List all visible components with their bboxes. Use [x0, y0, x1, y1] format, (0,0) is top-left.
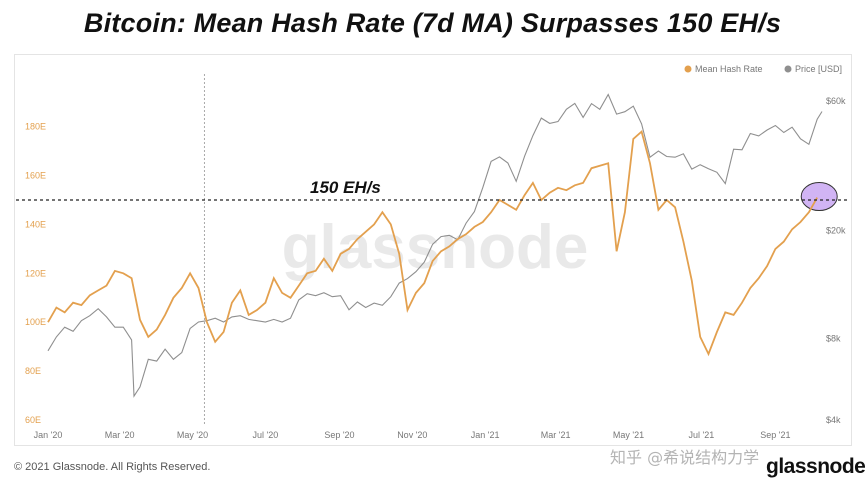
x-tick-label: Jul '20: [253, 430, 279, 440]
x-tick-label: May '20: [177, 430, 208, 440]
x-tick-label: Sep '20: [324, 430, 354, 440]
legend-label-price: Price [USD]: [795, 64, 842, 74]
copyright-text: © 2021 Glassnode. All Rights Reserved.: [14, 461, 211, 473]
right-axis: $4k $8k $20k $60k: [826, 96, 846, 425]
right-tick-label: $20k: [826, 226, 846, 236]
right-tick-label: $8k: [826, 333, 841, 343]
x-axis: Jan '20 Mar '20 May '20 Jul '20 Sep '20 Nov '…: [34, 430, 791, 440]
legend-swatch-hash-rate: [684, 65, 692, 73]
x-tick-label: Mar '20: [105, 430, 135, 440]
left-axis: 60E 80E 100E 120E 140E 160E 180E: [25, 122, 46, 425]
zhihu-watermark: 知乎 @希说结构力学: [610, 448, 760, 467]
left-tick-label: 180E: [25, 122, 46, 132]
price-series-line: [47, 93, 823, 398]
brand-logo: glassnode: [766, 455, 865, 478]
x-tick-label: Jan '21: [471, 430, 500, 440]
legend-swatch-price: [784, 65, 792, 73]
chart-title: Bitcoin: Mean Hash Rate (7d MA) Surpasse…: [83, 8, 782, 38]
legend-label-hash-rate: Mean Hash Rate: [695, 64, 763, 74]
x-tick-label: Jan '20: [34, 430, 63, 440]
highlight-circle: [800, 182, 838, 212]
left-tick-label: 140E: [25, 219, 46, 229]
x-tick-label: Jul '21: [688, 430, 714, 440]
watermark: glassnode: [282, 213, 589, 282]
left-tick-label: 80E: [25, 366, 41, 376]
left-tick-label: 60E: [25, 415, 41, 425]
reference-line-label: 150 EH/s: [310, 178, 381, 197]
x-tick-label: Mar '21: [541, 430, 571, 440]
chart-frame: [14, 54, 852, 446]
x-tick-label: May '21: [613, 430, 644, 440]
hash-rate-series-line: [47, 129, 818, 357]
x-tick-label: Nov '20: [397, 430, 427, 440]
legend: Mean Hash Rate Price [USD]: [684, 64, 842, 74]
right-tick-label: $4k: [826, 415, 841, 425]
left-tick-label: 120E: [25, 268, 46, 278]
left-tick-label: 100E: [25, 317, 46, 327]
left-tick-label: 160E: [25, 171, 46, 181]
right-tick-label: $60k: [826, 96, 846, 106]
x-tick-label: Sep '21: [760, 430, 790, 440]
